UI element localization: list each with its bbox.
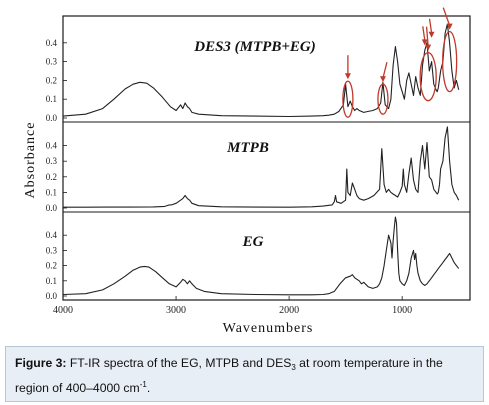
y-axis-label: Absorbance	[23, 122, 38, 199]
callout-arrowhead	[428, 31, 435, 38]
caption-text-3: .	[146, 381, 151, 395]
figure-caption: Figure 3: FT-IR spectra of the EG, MTPB …	[5, 346, 484, 402]
spectrum-line-2	[63, 126, 460, 208]
panel-title-1: DES3 (MTPB+EG)	[193, 39, 315, 55]
y-tick-label: 0.0	[46, 113, 58, 123]
y-tick-label: 0.1	[46, 94, 57, 104]
callout-arrow	[382, 62, 388, 79]
y-tick-label: 0.3	[46, 57, 58, 67]
ftir-figure: 0.0 0.1 0.2 0.3 0.4 0.0 0.1 0.2 0.3 0.4 0.0 0.1 0.2 0…	[23, 7, 471, 336]
callout-arrow	[425, 26, 429, 47]
plot-frame	[62, 15, 471, 301]
callout-arrowhead	[446, 23, 453, 30]
callout-ellipse	[377, 83, 389, 115]
x-axis-label: Wavenumbers	[223, 321, 314, 336]
callout-ellipse	[342, 80, 354, 118]
callout-arrow	[428, 18, 433, 33]
panel-title-3: EG	[242, 234, 264, 250]
x-tick-label: 2000	[279, 305, 299, 316]
caption-superscript: -1	[139, 380, 147, 389]
x-tick-label: 1000	[392, 305, 412, 316]
y-tick-label: 0.0	[46, 203, 58, 213]
caption-text-2: at room temperature in the region of 400…	[15, 356, 443, 395]
x-tick-label: 4000	[53, 305, 73, 316]
panel-title-2: MTPB	[226, 140, 269, 156]
caption-subscript: 3	[291, 363, 296, 372]
callout-arrow	[442, 7, 451, 26]
callout-arrowhead	[379, 76, 386, 83]
callout-arrowhead	[425, 44, 432, 51]
y-tick-label: 0.2	[46, 172, 57, 182]
y-tick-label: 0.3	[46, 156, 58, 166]
callout-arrowhead	[421, 39, 428, 46]
caption-label: Figure 3:	[15, 356, 67, 370]
y-tick-label: 0.0	[46, 291, 58, 301]
y-tick-label: 0.2	[46, 75, 57, 85]
y-tick-label: 0.1	[46, 276, 57, 286]
y-tick-label: 0.4	[46, 230, 58, 240]
y-tick-label: 0.4	[46, 38, 58, 48]
spectrum-line-3	[62, 216, 460, 296]
spectrum-line-1	[62, 23, 460, 118]
callout-arrow	[422, 26, 426, 41]
callout-ellipse	[419, 51, 437, 102]
callout-arrowhead	[344, 73, 351, 80]
caption-text-1: FT-IR spectra of the EG, MTPB and DES	[66, 356, 292, 370]
y-tick-label: 0.3	[46, 245, 58, 255]
y-tick-label: 0.2	[46, 261, 57, 271]
y-tick-label: 0.4	[46, 141, 58, 151]
ftir-chart: 0.0 0.1 0.2 0.3 0.4 0.0 0.1 0.2 0.3 0.4 0.0 0.1 0.2 0…	[23, 7, 471, 336]
y-tick-label: 0.1	[46, 187, 57, 197]
x-tick-label: 3000	[166, 305, 186, 316]
annotation-callouts	[342, 7, 458, 118]
callout-ellipse	[441, 30, 458, 93]
